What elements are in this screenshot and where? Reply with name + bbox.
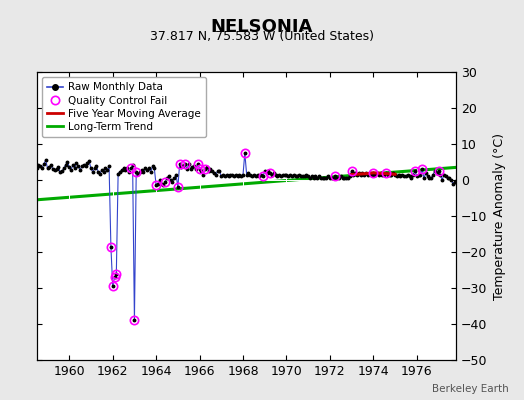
Text: NELSONIA: NELSONIA <box>211 18 313 36</box>
Legend: Raw Monthly Data, Quality Control Fail, Five Year Moving Average, Long-Term Tren: Raw Monthly Data, Quality Control Fail, … <box>42 77 206 137</box>
Text: Berkeley Earth: Berkeley Earth <box>432 384 508 394</box>
Y-axis label: Temperature Anomaly (°C): Temperature Anomaly (°C) <box>493 132 506 300</box>
Text: 37.817 N, 75.583 W (United States): 37.817 N, 75.583 W (United States) <box>150 30 374 43</box>
